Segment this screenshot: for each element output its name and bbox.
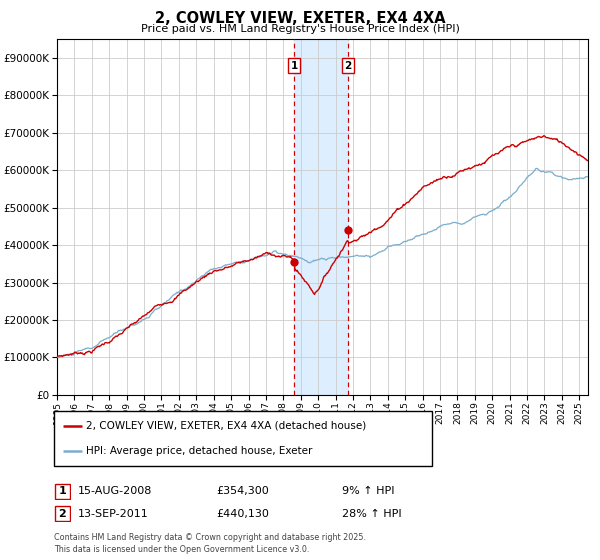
Text: £440,130: £440,130 (216, 508, 269, 519)
Text: HPI: Average price, detached house, Exeter: HPI: Average price, detached house, Exet… (86, 446, 313, 456)
Text: 2, COWLEY VIEW, EXETER, EX4 4XA: 2, COWLEY VIEW, EXETER, EX4 4XA (155, 11, 445, 26)
Text: 2: 2 (59, 508, 66, 519)
Text: 13-SEP-2011: 13-SEP-2011 (78, 508, 149, 519)
Bar (294, 39, 348, 395)
Text: £354,300: £354,300 (216, 486, 269, 496)
Text: 2: 2 (344, 61, 352, 71)
Text: Contains HM Land Registry data © Crown copyright and database right 2025.
This d: Contains HM Land Registry data © Crown c… (54, 533, 366, 554)
Text: Price paid vs. HM Land Registry's House Price Index (HPI): Price paid vs. HM Land Registry's House … (140, 24, 460, 34)
Text: 1: 1 (59, 486, 66, 496)
Text: 15-AUG-2008: 15-AUG-2008 (78, 486, 152, 496)
Text: 28% ↑ HPI: 28% ↑ HPI (342, 508, 401, 519)
Text: 2, COWLEY VIEW, EXETER, EX4 4XA (detached house): 2, COWLEY VIEW, EXETER, EX4 4XA (detache… (86, 421, 367, 431)
Text: 1: 1 (290, 61, 298, 71)
Text: 9% ↑ HPI: 9% ↑ HPI (342, 486, 395, 496)
